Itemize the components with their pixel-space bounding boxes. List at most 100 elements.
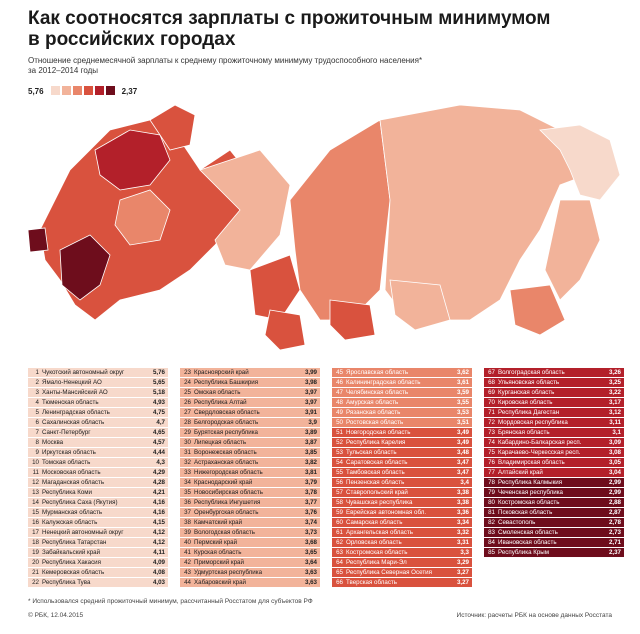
row-value: 3,65	[304, 548, 317, 556]
row-region-name: Амурская область	[346, 398, 399, 406]
row-rank: 8	[35, 438, 39, 446]
row-rank: 11	[32, 468, 39, 476]
row-rank: 29	[184, 428, 191, 436]
row-region-name: Вологодская область	[194, 528, 255, 536]
row-value: 3,79	[304, 478, 317, 486]
row-rank: 37	[184, 508, 191, 516]
row-region-name: Карачаево-Черкесская респ.	[498, 448, 581, 456]
map-region	[389, 279, 451, 331]
row-value: 4,28	[152, 478, 165, 486]
table-row: 76 Владимирская область 3,05	[484, 458, 624, 468]
row-value: 4,65	[152, 428, 165, 436]
row-region-name: Республика Башкирия	[194, 378, 259, 386]
row-region-name: Санкт-Петербург	[42, 428, 91, 436]
row-rank: 59	[336, 508, 343, 516]
row-rank: 71	[488, 408, 495, 416]
row-region-name: Рязанская область	[346, 408, 401, 416]
row-region-name: Саратовская область	[346, 458, 408, 466]
row-region-name: Магаданская область	[42, 478, 105, 486]
row-region-name: Костромская область	[498, 498, 560, 506]
row-value: 3,36	[456, 508, 469, 516]
map-region	[27, 227, 49, 253]
row-rank: 77	[488, 468, 495, 476]
row-region-name: Псковская область	[498, 508, 553, 516]
row-region-name: Ставропольский край	[346, 488, 408, 496]
row-region-name: Республика Дагестан	[498, 408, 560, 416]
table-row: 39 Вологодская область 3,73	[180, 528, 320, 538]
table-row: 26 Республика Алтай 3,97	[180, 398, 320, 408]
row-rank: 79	[488, 488, 495, 496]
table-row: 77 Алтайский край 3,04	[484, 468, 624, 478]
row-rank: 72	[488, 418, 495, 426]
row-rank: 45	[336, 368, 343, 376]
table-row: 31 Воронежская область 3,85	[180, 448, 320, 458]
table-row: 22 Республика Тува 4,03	[28, 578, 168, 588]
row-region-name: Республика Тува	[42, 578, 91, 586]
row-region-name: Кемеровская область	[42, 568, 105, 576]
row-rank: 52	[336, 438, 343, 446]
row-value: 3,29	[456, 558, 469, 566]
row-value: 4,29	[152, 468, 165, 476]
title-line-2: в российских городах	[28, 29, 236, 50]
row-value: 3,48	[456, 448, 469, 456]
row-rank: 85	[488, 548, 495, 556]
row-value: 3,98	[304, 378, 317, 386]
row-rank: 63	[336, 548, 343, 556]
row-rank: 10	[32, 458, 39, 466]
row-region-name: Ярославская область	[346, 368, 409, 376]
row-value: 4,12	[152, 528, 165, 536]
table-row: 6 Сахалинская область 4,7	[28, 418, 168, 428]
row-region-name: Нижегородская область	[194, 468, 263, 476]
row-rank: 25	[184, 388, 191, 396]
row-rank: 78	[488, 478, 495, 486]
map-region	[149, 104, 196, 151]
row-region-name: Республика Ингушетия	[194, 498, 261, 506]
row-region-name: Курганская область	[498, 388, 555, 396]
row-rank: 2	[35, 378, 39, 386]
row-region-name: Мордовская республика	[498, 418, 568, 426]
table-row: 61 Архангельская область 3,32	[332, 528, 472, 538]
row-region-name: Воронежская область	[194, 448, 257, 456]
map-region	[264, 309, 306, 351]
row-region-name: Республика Коми	[42, 488, 92, 496]
row-region-name: Костромская область	[346, 548, 408, 556]
table-row: 55 Тамбовская область 3,47	[332, 468, 472, 478]
credit: © РБК, 12.04.2015	[28, 612, 84, 619]
row-rank: 15	[32, 508, 39, 516]
row-region-name: Тамбовская область	[346, 468, 405, 476]
table-row: 78 Республика Калмыкия 2,99	[484, 478, 624, 488]
table-row: 21 Кемеровская область 4,08	[28, 568, 168, 578]
row-region-name: Орловская область	[346, 538, 402, 546]
row-region-name: Тюменская область	[42, 398, 99, 406]
table-row: 11 Московская область 4,29	[28, 468, 168, 478]
table-row: 70 Кировская область 3,17	[484, 398, 624, 408]
table-row: 83 Смоленская область 2,73	[484, 528, 624, 538]
table-row: 5 Ленинградская область 4,75	[28, 408, 168, 418]
table-row: 27 Свердловская область 3,91	[180, 408, 320, 418]
row-rank: 28	[184, 418, 191, 426]
row-rank: 73	[488, 428, 495, 436]
row-region-name: Забайкальский край	[42, 548, 101, 556]
row-rank: 5	[35, 408, 39, 416]
table-row: 80 Костромская область 2,88	[484, 498, 624, 508]
row-region-name: Краснодарский край	[194, 478, 253, 486]
row-rank: 39	[184, 528, 191, 536]
row-value: 4,15	[152, 518, 165, 526]
row-rank: 54	[336, 458, 343, 466]
table-row: 46 Калининградская область 3,61	[332, 378, 472, 388]
row-value: 3,9	[308, 418, 317, 426]
row-region-name: Красноярский край	[194, 368, 249, 376]
row-value: 3,27	[456, 578, 469, 586]
table-row: 10 Томская область 4,3	[28, 458, 168, 468]
table-row: 49 Рязанская область 3,53	[332, 408, 472, 418]
row-rank: 42	[184, 558, 191, 566]
table-row: 81 Псковская область 2,87	[484, 508, 624, 518]
row-rank: 68	[488, 378, 495, 386]
row-rank: 6	[35, 418, 39, 426]
row-value: 3,89	[304, 428, 317, 436]
row-rank: 47	[336, 388, 343, 396]
legend-swatch	[72, 86, 82, 95]
row-rank: 67	[488, 368, 495, 376]
legend-swatch	[50, 86, 60, 95]
legend-swatch	[94, 86, 104, 95]
